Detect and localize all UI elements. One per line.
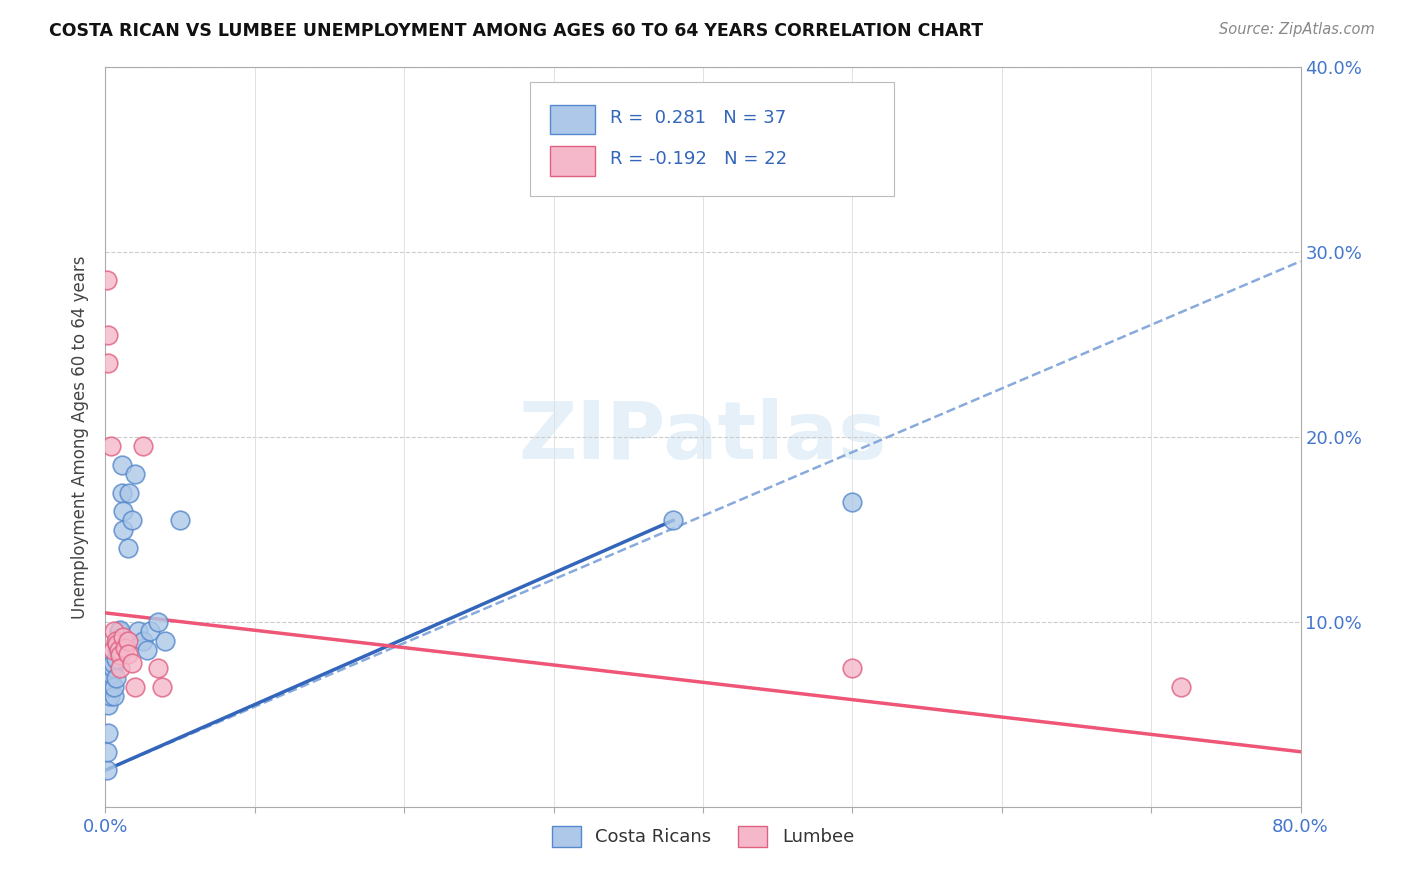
Point: [98, 689, 121, 703]
Point: [112, 504, 135, 518]
Point: [146, 661, 169, 675]
Y-axis label: Unemployment Among Ages 60 to 64 years: Unemployment Among Ages 60 to 64 years: [72, 255, 90, 619]
Point: [107, 637, 129, 651]
Point: [103, 680, 125, 694]
Point: [100, 439, 122, 453]
Point: [110, 648, 132, 663]
Point: [101, 661, 124, 675]
Point: [97, 356, 120, 370]
Point: [662, 513, 685, 527]
Text: R =  0.281   N = 37: R = 0.281 N = 37: [610, 109, 786, 127]
Point: [103, 689, 125, 703]
Point: [118, 485, 141, 500]
Point: [124, 467, 146, 482]
Point: [121, 656, 143, 670]
Bar: [550, 146, 596, 176]
Point: [97, 698, 120, 713]
Point: [98, 680, 121, 694]
Point: [127, 624, 149, 639]
Point: [107, 637, 129, 651]
FancyBboxPatch shape: [530, 82, 894, 196]
Point: [139, 624, 162, 639]
Point: [97, 726, 120, 740]
Point: [841, 661, 863, 675]
Point: [112, 523, 135, 537]
Point: [111, 485, 134, 500]
Point: [110, 661, 132, 675]
Point: [110, 630, 132, 644]
Point: [96, 745, 118, 759]
Point: [136, 643, 159, 657]
Point: [104, 633, 127, 648]
Point: [169, 513, 191, 527]
Point: [111, 458, 134, 472]
Point: [132, 439, 155, 453]
Point: [132, 633, 155, 648]
Point: [101, 656, 124, 670]
Point: [108, 643, 131, 657]
Point: [110, 623, 132, 637]
Point: [841, 495, 863, 509]
Point: [100, 667, 122, 681]
Point: [117, 541, 139, 555]
Point: [96, 764, 118, 778]
Point: [101, 643, 124, 657]
Point: [150, 680, 173, 694]
Legend: Costa Ricans, Lumbee: Costa Ricans, Lumbee: [544, 819, 862, 854]
Point: [117, 647, 139, 661]
Point: [96, 273, 118, 287]
Point: [97, 328, 120, 343]
Point: [104, 652, 127, 666]
Point: [103, 624, 125, 639]
Point: [146, 615, 169, 630]
Point: [107, 643, 129, 657]
Point: [155, 633, 177, 648]
Text: ZIPatlas: ZIPatlas: [519, 398, 887, 476]
Point: [117, 633, 139, 648]
Point: [108, 624, 131, 639]
Point: [100, 674, 122, 689]
Text: Source: ZipAtlas.com: Source: ZipAtlas.com: [1219, 22, 1375, 37]
Text: R = -0.192   N = 22: R = -0.192 N = 22: [610, 151, 787, 169]
Point: [1170, 680, 1192, 694]
Point: [124, 680, 146, 694]
Bar: [550, 104, 596, 135]
Text: COSTA RICAN VS LUMBEE UNEMPLOYMENT AMONG AGES 60 TO 64 YEARS CORRELATION CHART: COSTA RICAN VS LUMBEE UNEMPLOYMENT AMONG…: [49, 22, 983, 40]
Point: [114, 641, 136, 656]
Point: [121, 513, 143, 527]
Point: [104, 671, 127, 685]
Point: [112, 630, 135, 644]
Point: [108, 633, 131, 648]
